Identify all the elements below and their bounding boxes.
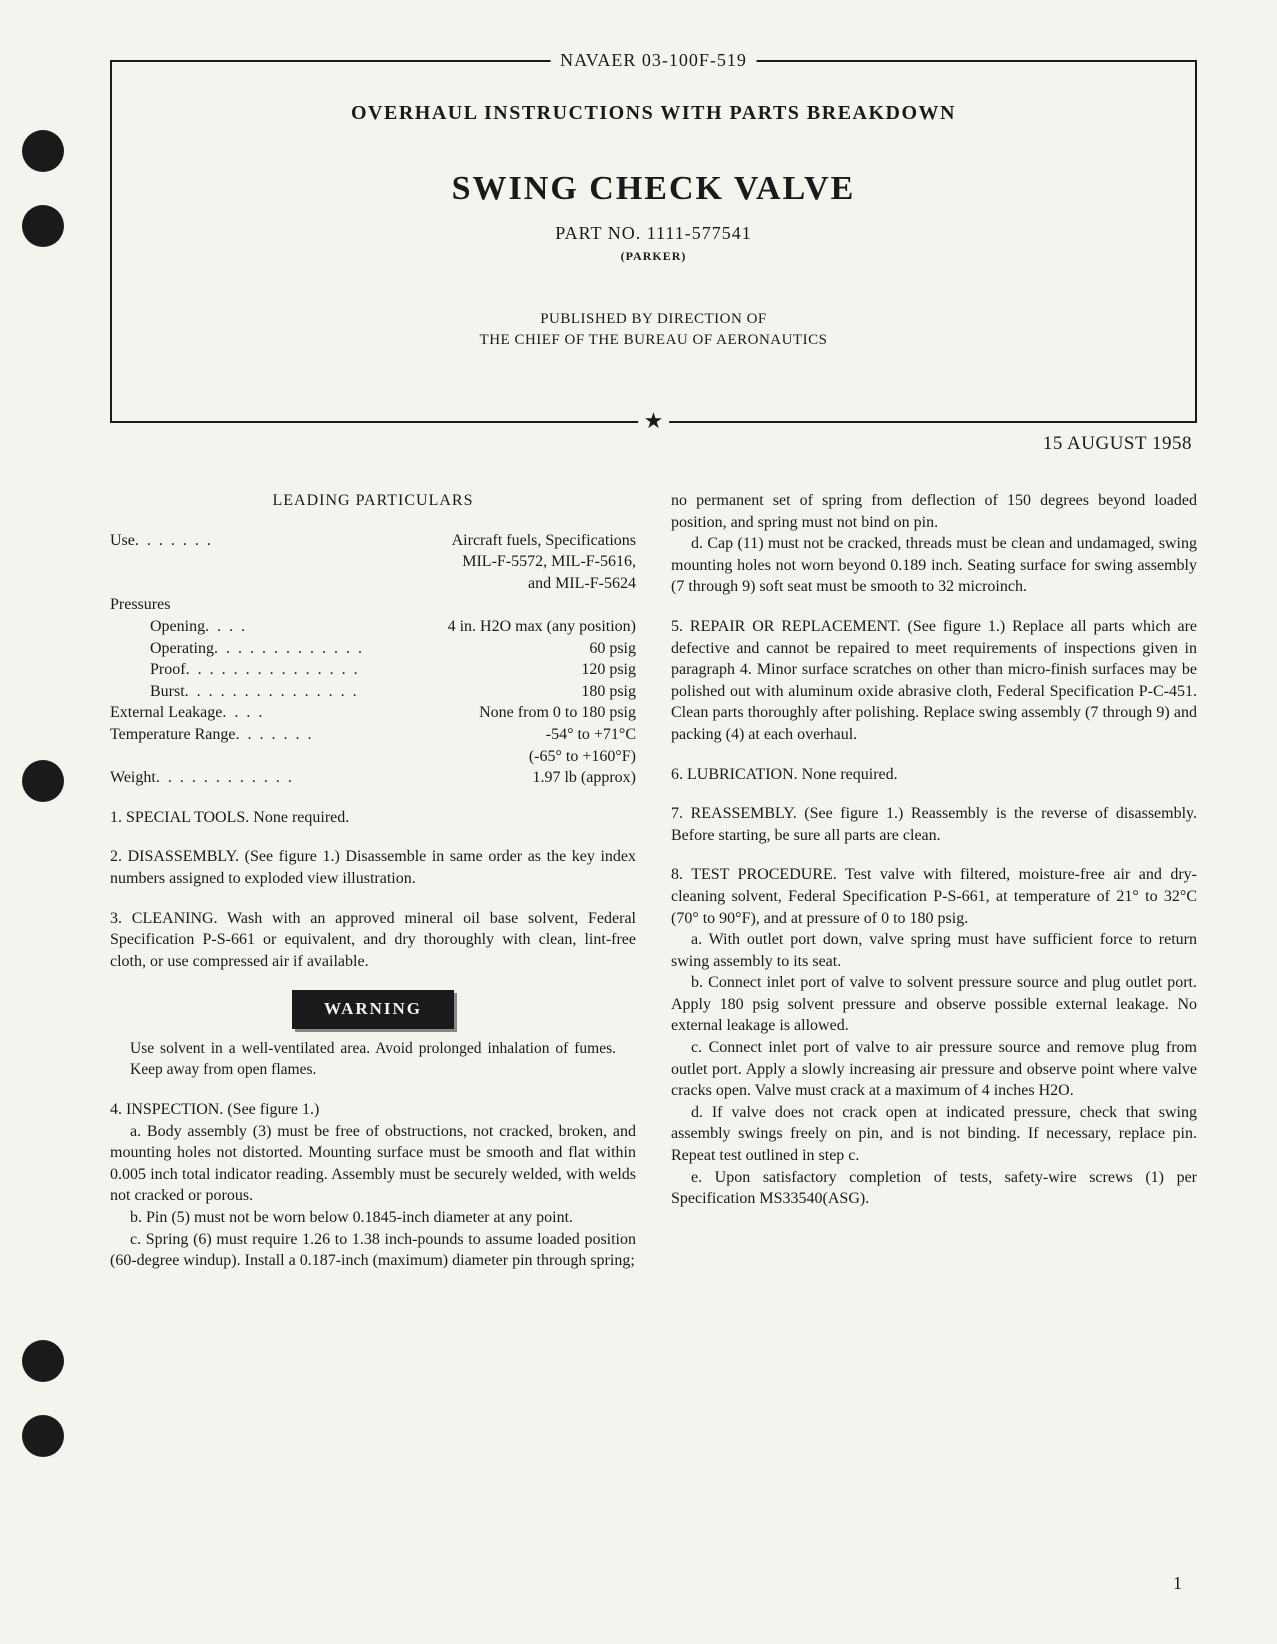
- spec-label: Opening: [150, 616, 205, 638]
- para-4c: c. Spring (6) must require 1.26 to 1.38 …: [110, 1229, 636, 1272]
- punch-hole: [22, 130, 64, 172]
- para-8: 8. TEST PROCEDURE. Test valve with filte…: [671, 864, 1197, 929]
- warning-box: WARNING: [292, 990, 454, 1029]
- leader-dots: . . . . . . . . . . . . .: [214, 638, 589, 660]
- para-8a: a. With outlet port down, valve spring m…: [671, 929, 1197, 972]
- header-box: NAVAER 03-100F-519 OVERHAUL INSTRUCTIONS…: [110, 60, 1197, 423]
- para-4d: d. Cap (11) must not be cracked, threads…: [671, 533, 1197, 598]
- punch-hole: [22, 205, 64, 247]
- star-icon: ★: [638, 408, 670, 434]
- warning-text: Use solvent in a well-ventilated area. A…: [110, 1039, 636, 1081]
- spec-value: None from 0 to 180 psig: [479, 702, 636, 724]
- punch-hole: [22, 1340, 64, 1382]
- publisher-line-2: THE CHIEF OF THE BUREAU OF AERONAUTICS: [142, 330, 1165, 351]
- spec-use-l3: and MIL-F-5624: [110, 573, 636, 595]
- para-8d: d. If valve does not crack open at indic…: [671, 1102, 1197, 1167]
- spec-use: Use . . . . . . . Aircraft fuels, Specif…: [110, 530, 636, 552]
- leader-dots: . . . . . . .: [135, 530, 452, 552]
- para-4a: a. Body assembly (3) must be free of obs…: [110, 1121, 636, 1207]
- leader-dots: . . . . . . . . . . . . . . .: [186, 659, 582, 681]
- spec-label: Burst: [150, 681, 185, 703]
- spec-value: 4 in. H2O max (any position): [448, 616, 636, 638]
- title-line: OVERHAUL INSTRUCTIONS WITH PARTS BREAKDO…: [142, 102, 1165, 125]
- col2-continuation: no permanent set of spring from deflecti…: [671, 490, 1197, 533]
- para-2: 2. DISASSEMBLY. (See figure 1.) Disassem…: [110, 846, 636, 889]
- leader-dots: . . . . . . . . . . . . . . .: [185, 681, 582, 703]
- spec-label: Operating: [150, 638, 214, 660]
- right-column: no permanent set of spring from deflecti…: [671, 490, 1197, 1272]
- leader-dots: . . . . . . .: [235, 724, 545, 746]
- spec-weight: Weight . . . . . . . . . . . . 1.97 lb (…: [110, 767, 636, 789]
- para-4b: b. Pin (5) must not be worn below 0.1845…: [110, 1207, 636, 1229]
- spec-label: Proof: [150, 659, 186, 681]
- spec-burst: Burst . . . . . . . . . . . . . . . 180 …: [110, 681, 636, 703]
- part-number: PART NO. 1111-577541: [142, 223, 1165, 244]
- main-title: SWING CHECK VALVE: [142, 170, 1165, 208]
- para-4: 4. INSPECTION. (See figure 1.): [110, 1099, 636, 1121]
- spec-label: Use: [110, 530, 135, 552]
- para-8c: c. Connect inlet port of valve to air pr…: [671, 1037, 1197, 1102]
- para-6: 6. LUBRICATION. None required.: [671, 764, 1197, 786]
- para-3: 3. CLEANING. Wash with an approved miner…: [110, 908, 636, 973]
- document-id: NAVAER 03-100F-519: [550, 50, 757, 71]
- leader-dots: . . . . . . . . . . . .: [156, 767, 533, 789]
- para-7: 7. REASSEMBLY. (See figure 1.) Reassembl…: [671, 803, 1197, 846]
- para-1: 1. SPECIAL TOOLS. None required.: [110, 807, 636, 829]
- spec-opening: Opening . . . . 4 in. H2O max (any posit…: [110, 616, 636, 638]
- spec-value: 180 psig: [581, 681, 636, 703]
- spec-label: External Leakage: [110, 702, 222, 724]
- leader-dots: . . . .: [222, 702, 479, 724]
- spec-value: Aircraft fuels, Specifications: [452, 530, 636, 552]
- leader-dots: . . . .: [205, 616, 447, 638]
- spec-operating: Operating . . . . . . . . . . . . . 60 p…: [110, 638, 636, 660]
- spec-value: 1.97 lb (approx): [532, 767, 636, 789]
- manufacturer: (PARKER): [142, 249, 1165, 264]
- left-column: LEADING PARTICULARS Use . . . . . . . Ai…: [110, 490, 636, 1272]
- spec-use-l2: MIL-F-5572, MIL-F-5616,: [110, 551, 636, 573]
- page-number: 1: [1173, 1573, 1182, 1594]
- spec-pressures-label: Pressures: [110, 594, 636, 616]
- spec-proof: Proof . . . . . . . . . . . . . . . 120 …: [110, 659, 636, 681]
- spec-value: 120 psig: [581, 659, 636, 681]
- publication-date: 15 AUGUST 1958: [110, 433, 1197, 455]
- para-8e: e. Upon satisfactory completion of tests…: [671, 1167, 1197, 1210]
- spec-label: Weight: [110, 767, 156, 789]
- punch-hole: [22, 1415, 64, 1457]
- publisher-line-1: PUBLISHED BY DIRECTION OF: [142, 309, 1165, 330]
- spec-temp: Temperature Range . . . . . . . -54° to …: [110, 724, 636, 746]
- spec-ext-leak: External Leakage . . . . None from 0 to …: [110, 702, 636, 724]
- content-columns: LEADING PARTICULARS Use . . . . . . . Ai…: [110, 490, 1197, 1272]
- punch-hole: [22, 760, 64, 802]
- spec-value: 60 psig: [589, 638, 636, 660]
- para-8b: b. Connect inlet port of valve to solven…: [671, 972, 1197, 1037]
- spec-value: -54° to +71°C: [546, 724, 636, 746]
- particulars-heading: LEADING PARTICULARS: [110, 490, 636, 512]
- spec-label: Temperature Range: [110, 724, 235, 746]
- spec-temp-l2: (-65° to +160°F): [110, 746, 636, 768]
- para-5: 5. REPAIR OR REPLACEMENT. (See figure 1.…: [671, 616, 1197, 746]
